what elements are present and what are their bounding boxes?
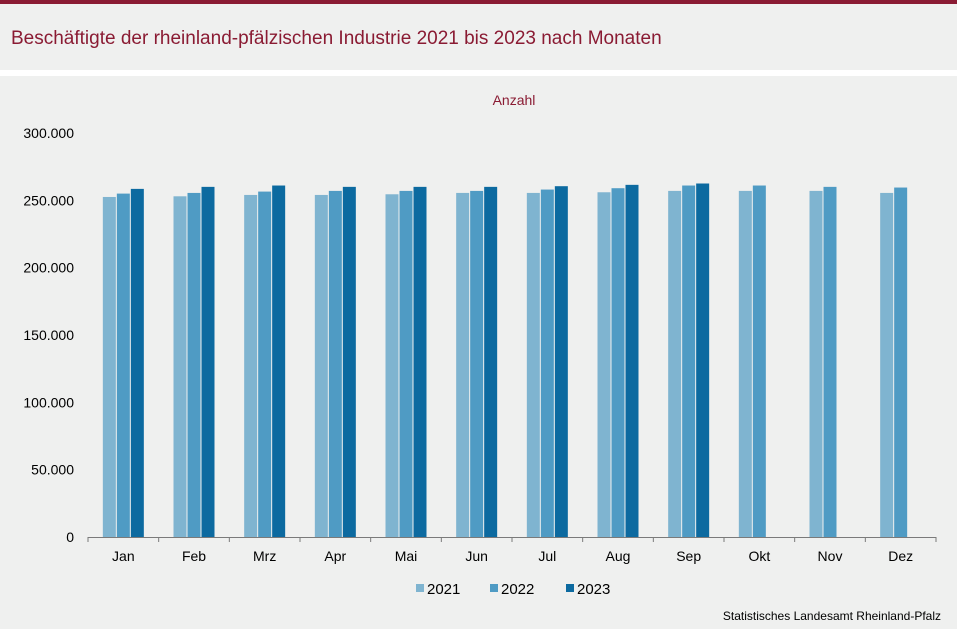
y-tick-label: 0 bbox=[66, 529, 74, 545]
bar-2022-dez bbox=[894, 187, 908, 538]
bar-2023-jan bbox=[130, 188, 144, 538]
x-tick-label: Nov bbox=[818, 548, 843, 564]
bar-2021-nov bbox=[809, 190, 823, 537]
bar-2022-feb bbox=[187, 192, 201, 537]
bar-2023-mrz bbox=[272, 185, 286, 537]
y-tick-label: 50.000 bbox=[31, 462, 74, 478]
legend-label-2022: 2022 bbox=[501, 581, 534, 598]
x-tick-label: Feb bbox=[182, 548, 206, 564]
bar-2022-jun bbox=[470, 190, 484, 537]
source-note: Statistisches Landesamt Rheinland-Pfalz bbox=[722, 609, 941, 623]
x-tick-label: Okt bbox=[748, 548, 770, 564]
bar-2021-apr bbox=[314, 194, 328, 538]
bar-2021-mrz bbox=[244, 194, 258, 538]
x-tick-label: Apr bbox=[324, 548, 346, 564]
x-tick-label: Aug bbox=[606, 548, 631, 564]
bar-2021-dez bbox=[880, 192, 894, 537]
bar-2022-apr bbox=[328, 190, 342, 537]
bar-2021-mai bbox=[385, 194, 399, 538]
x-tick-label: Jul bbox=[538, 548, 556, 564]
bar-2022-aug bbox=[611, 188, 625, 538]
legend-swatch-2021 bbox=[416, 584, 424, 592]
legend-label-2023: 2023 bbox=[577, 581, 610, 598]
bar-2023-jun bbox=[484, 186, 498, 537]
bar-2023-jul bbox=[554, 186, 568, 537]
bar-2021-feb bbox=[173, 196, 187, 537]
chart-title: Beschäftigte der rheinland-pfälzischen I… bbox=[11, 28, 662, 49]
y-tick-label: 300.000 bbox=[23, 125, 74, 141]
bar-2021-jan bbox=[102, 196, 116, 537]
y-tick-label: 150.000 bbox=[23, 327, 74, 343]
bar-2022-mai bbox=[399, 190, 413, 537]
x-tick-label: Jun bbox=[465, 548, 488, 564]
bar-2022-nov bbox=[823, 186, 837, 537]
bar-2023-feb bbox=[201, 186, 215, 537]
header: Beschäftigte der rheinland-pfälzischen I… bbox=[0, 4, 957, 70]
legend-swatch-2023 bbox=[566, 584, 574, 592]
y-tick-label: 200.000 bbox=[23, 260, 74, 276]
header-separator bbox=[0, 70, 957, 76]
bar-2021-sep bbox=[668, 190, 682, 537]
bar-2023-sep bbox=[696, 183, 710, 537]
legend-label-2021: 2021 bbox=[427, 581, 460, 598]
top-accent-rule bbox=[0, 0, 957, 4]
bar-2023-aug bbox=[625, 184, 639, 537]
bar-2022-okt bbox=[752, 185, 766, 537]
y-axis-title: Anzahl bbox=[493, 92, 536, 108]
bar-2021-okt bbox=[738, 190, 752, 537]
x-tick-label: Mai bbox=[395, 548, 418, 564]
x-tick-label: Mrz bbox=[253, 548, 276, 564]
bar-2021-jul bbox=[526, 192, 540, 537]
x-tick-label: Sep bbox=[676, 548, 701, 564]
x-tick-label: Dez bbox=[888, 548, 913, 564]
bar-2022-jan bbox=[116, 193, 130, 537]
bar-2022-mrz bbox=[258, 191, 272, 537]
y-tick-label: 250.000 bbox=[23, 192, 74, 208]
bar-2021-jun bbox=[456, 192, 470, 537]
bar-2022-sep bbox=[682, 185, 696, 537]
bar-2023-mai bbox=[413, 186, 427, 537]
x-tick-label: Jan bbox=[112, 548, 135, 564]
bar-2022-jul bbox=[540, 189, 554, 537]
y-tick-label: 100.000 bbox=[23, 394, 74, 410]
legend-swatch-2022 bbox=[490, 584, 498, 592]
bar-2023-apr bbox=[342, 186, 356, 537]
bar-2021-aug bbox=[597, 192, 611, 537]
